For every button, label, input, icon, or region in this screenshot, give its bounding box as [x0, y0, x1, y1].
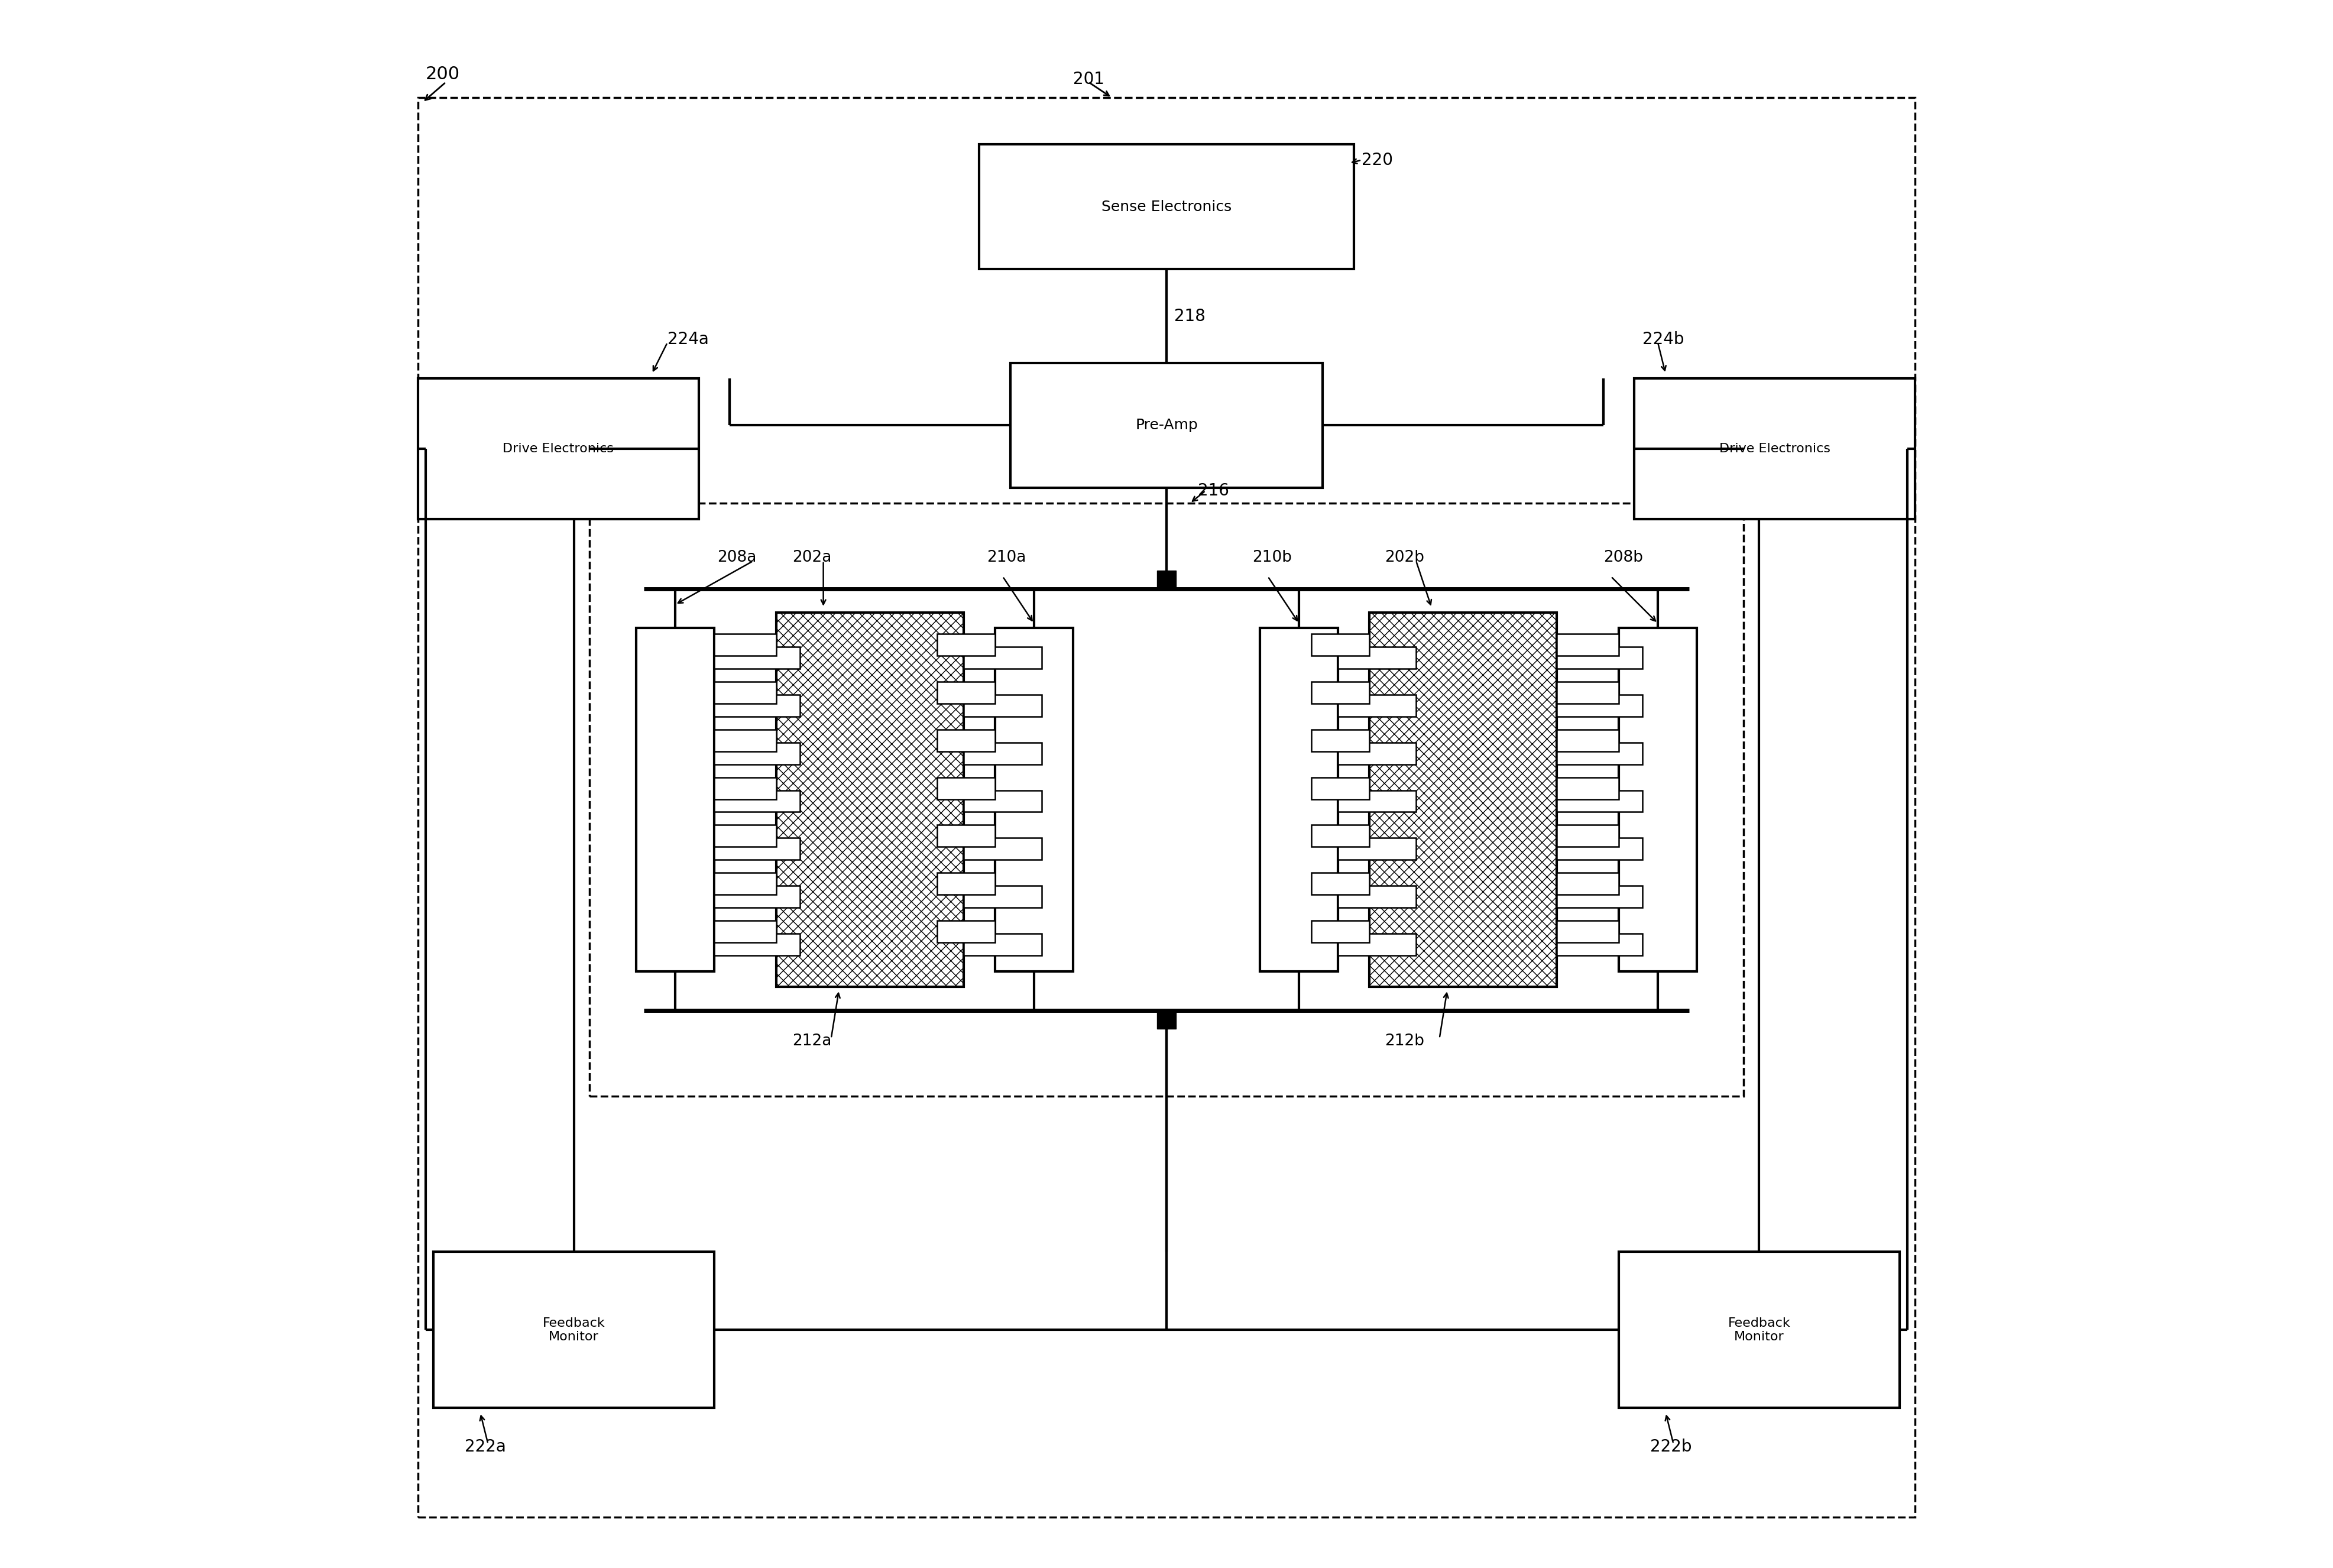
Bar — [1010, 362, 1323, 488]
Bar — [714, 682, 777, 704]
Bar — [1311, 682, 1369, 704]
Bar — [1339, 837, 1416, 859]
Bar — [994, 629, 1073, 971]
Text: 210a: 210a — [987, 550, 1027, 566]
Bar — [714, 920, 777, 942]
Bar — [964, 933, 1043, 955]
Bar — [1556, 778, 1619, 800]
Bar — [980, 144, 1353, 270]
Bar — [1339, 646, 1416, 668]
Bar — [964, 695, 1043, 717]
Bar — [938, 778, 994, 800]
Text: 212b: 212b — [1386, 1033, 1425, 1049]
Text: Sense Electronics: Sense Electronics — [1101, 199, 1232, 213]
Bar — [1339, 742, 1416, 764]
Bar — [714, 886, 800, 908]
Bar — [1311, 778, 1369, 800]
Text: 208b: 208b — [1603, 550, 1642, 566]
Bar — [964, 837, 1043, 859]
Bar — [637, 629, 714, 971]
Bar — [938, 633, 994, 655]
Bar — [1619, 629, 1696, 971]
Bar — [1556, 933, 1642, 955]
Bar — [1556, 825, 1619, 847]
Bar — [714, 873, 777, 895]
Bar — [964, 646, 1043, 668]
Bar — [1339, 933, 1416, 955]
Text: 222b: 222b — [1649, 1438, 1691, 1455]
Text: 202a: 202a — [793, 550, 831, 566]
Text: Pre-Amp: Pre-Amp — [1136, 419, 1197, 433]
Bar — [1556, 873, 1619, 895]
Bar — [714, 646, 800, 668]
Bar — [714, 778, 777, 800]
Bar — [1311, 729, 1369, 751]
Bar — [938, 920, 994, 942]
Text: 220: 220 — [1362, 152, 1393, 168]
Bar — [964, 886, 1043, 908]
Bar — [1556, 695, 1642, 717]
Bar — [1556, 837, 1642, 859]
Bar — [714, 729, 777, 751]
Text: 224a: 224a — [667, 331, 709, 348]
Bar — [1556, 682, 1619, 704]
Bar — [938, 729, 994, 751]
Bar — [938, 873, 994, 895]
Bar — [1311, 920, 1369, 942]
Bar — [714, 837, 800, 859]
Bar — [1157, 1010, 1176, 1029]
Bar — [1339, 695, 1416, 717]
Text: 208a: 208a — [716, 550, 756, 566]
Bar — [1157, 571, 1176, 590]
Bar — [1339, 790, 1416, 812]
Text: 218: 218 — [1173, 307, 1206, 325]
Text: Drive Electronics: Drive Electronics — [502, 442, 614, 455]
Bar — [964, 790, 1043, 812]
Bar — [938, 825, 994, 847]
Bar — [714, 695, 800, 717]
Text: 224b: 224b — [1642, 331, 1684, 348]
Bar — [1556, 729, 1619, 751]
Bar — [938, 682, 994, 704]
Text: 202b: 202b — [1386, 550, 1425, 566]
Bar — [1339, 886, 1416, 908]
Bar — [714, 742, 800, 764]
Bar — [1556, 742, 1642, 764]
Bar — [714, 933, 800, 955]
Text: Drive Electronics: Drive Electronics — [1719, 442, 1831, 455]
Bar — [714, 790, 800, 812]
Bar — [1556, 790, 1642, 812]
Bar — [714, 633, 777, 655]
Text: 210b: 210b — [1253, 550, 1292, 566]
Bar — [1260, 629, 1339, 971]
Bar — [1556, 633, 1619, 655]
Text: 200: 200 — [425, 66, 460, 83]
Bar — [1556, 920, 1619, 942]
Bar — [714, 825, 777, 847]
Bar — [1369, 613, 1556, 986]
Text: 216: 216 — [1197, 483, 1229, 499]
Bar — [434, 1251, 714, 1408]
Text: Feedback
Monitor: Feedback Monitor — [544, 1317, 604, 1342]
Text: Feedback
Monitor: Feedback Monitor — [1729, 1317, 1789, 1342]
Bar — [964, 742, 1043, 764]
Bar — [1311, 633, 1369, 655]
Bar — [777, 613, 964, 986]
Bar — [1556, 646, 1642, 668]
Bar — [1635, 378, 1915, 519]
Bar — [590, 503, 1743, 1096]
Text: 222a: 222a — [464, 1438, 506, 1455]
Bar — [1556, 886, 1642, 908]
Bar — [1311, 825, 1369, 847]
Text: 212a: 212a — [793, 1033, 831, 1049]
Bar — [1311, 873, 1369, 895]
Bar — [418, 378, 698, 519]
Text: 201: 201 — [1073, 71, 1104, 88]
Bar — [1619, 1251, 1899, 1408]
